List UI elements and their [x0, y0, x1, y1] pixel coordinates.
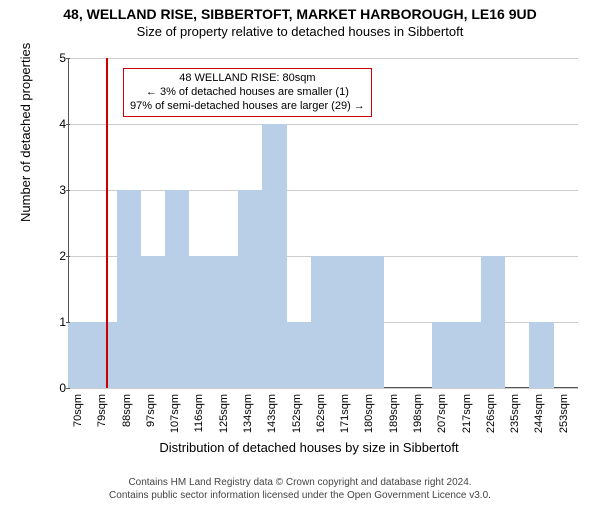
grid-line: [68, 190, 578, 191]
annotation-line2: ← 3% of detached houses are smaller (1): [130, 86, 365, 100]
histogram-bar: [457, 322, 481, 388]
chart-container: Number of detached properties 48 WELLAND…: [30, 52, 588, 432]
histogram-bar: [238, 190, 262, 388]
x-tick-label: 244sqm: [533, 394, 545, 433]
y-tick-label: 5: [52, 51, 66, 65]
x-tick-label: 107sqm: [169, 394, 181, 433]
footer-line1: Contains HM Land Registry data © Crown c…: [0, 477, 600, 490]
histogram-bar: [141, 256, 165, 388]
x-tick-label: 97sqm: [145, 394, 157, 427]
x-tick-label: 116sqm: [193, 394, 205, 432]
y-axis-label: Number of detached properties: [18, 43, 33, 222]
chart-title-sub: Size of property relative to detached ho…: [0, 24, 600, 39]
histogram-bar: [165, 190, 189, 388]
annotation-line3: 97% of semi-detached houses are larger (…: [130, 100, 365, 114]
histogram-bar: [92, 322, 116, 388]
x-tick-label: 253sqm: [558, 394, 570, 433]
y-tick-mark: [66, 58, 70, 59]
x-tick-label: 125sqm: [218, 394, 230, 433]
x-tick-label: 79sqm: [96, 394, 108, 427]
x-tick-label: 198sqm: [412, 394, 424, 433]
x-tick-label: 162sqm: [315, 394, 327, 433]
grid-line: [68, 58, 578, 59]
y-tick-mark: [66, 256, 70, 257]
y-tick-mark: [66, 190, 70, 191]
histogram-bar: [359, 256, 383, 388]
x-tick-label: 180sqm: [363, 394, 375, 433]
plot-area: 48 WELLAND RISE: 80sqm ← 3% of detached …: [68, 58, 578, 388]
x-tick-label: 88sqm: [121, 394, 133, 427]
y-tick-mark: [66, 322, 70, 323]
histogram-bar: [432, 322, 456, 388]
x-tick-label: 189sqm: [388, 394, 400, 433]
histogram-bar: [287, 322, 311, 388]
footer-line2: Contains public sector information licen…: [0, 490, 600, 503]
annotation-line1: 48 WELLAND RISE: 80sqm: [130, 72, 365, 86]
x-tick-label: 152sqm: [291, 394, 303, 433]
histogram-bar: [311, 256, 335, 388]
annotation-box: 48 WELLAND RISE: 80sqm ← 3% of detached …: [123, 68, 372, 117]
footer-attribution: Contains HM Land Registry data © Crown c…: [0, 477, 600, 502]
histogram-bar: [262, 124, 286, 388]
histogram-bar: [214, 256, 238, 388]
x-tick-label: 143sqm: [266, 394, 278, 433]
y-tick-label: 1: [52, 315, 66, 329]
marker-line: [106, 58, 108, 388]
x-tick-label: 217sqm: [461, 394, 473, 433]
y-tick-label: 2: [52, 249, 66, 263]
grid-line: [68, 388, 578, 389]
x-tick-label: 134sqm: [242, 394, 254, 433]
histogram-bar: [117, 190, 141, 388]
y-tick-mark: [66, 124, 70, 125]
x-tick-label: 226sqm: [485, 394, 497, 433]
x-tick-label: 235sqm: [509, 394, 521, 433]
y-tick-mark: [66, 388, 70, 389]
x-tick-label: 207sqm: [436, 394, 448, 433]
histogram-bar: [481, 256, 505, 388]
histogram-bar: [335, 256, 359, 388]
y-tick-label: 0: [52, 381, 66, 395]
x-tick-label: 70sqm: [72, 394, 84, 427]
chart-title-main: 48, WELLAND RISE, SIBBERTOFT, MARKET HAR…: [0, 6, 600, 22]
y-tick-label: 4: [52, 117, 66, 131]
y-tick-label: 3: [52, 183, 66, 197]
histogram-bar: [189, 256, 213, 388]
x-axis-label: Distribution of detached houses by size …: [30, 440, 588, 455]
grid-line: [68, 124, 578, 125]
histogram-bar: [529, 322, 553, 388]
x-tick-label: 171sqm: [339, 394, 351, 433]
histogram-bar: [68, 322, 92, 388]
